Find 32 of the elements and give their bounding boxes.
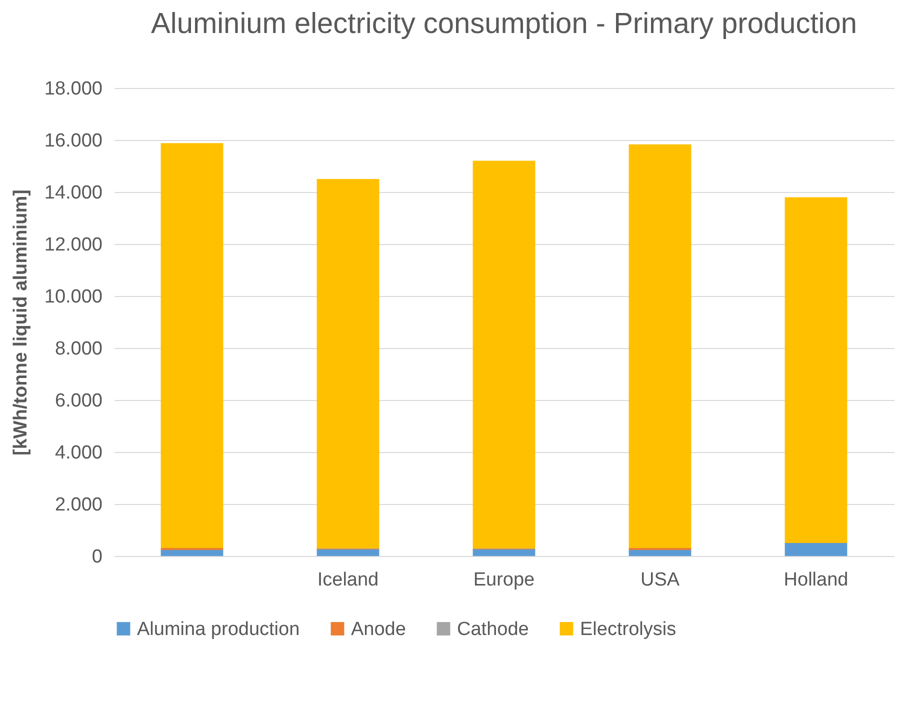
legend-label: Alumina production <box>137 618 300 640</box>
x-tick-label: USA <box>640 570 680 590</box>
bar <box>160 143 224 548</box>
bar <box>316 179 380 548</box>
y-tick-label: 10.000 <box>44 286 102 308</box>
bar <box>628 550 692 556</box>
y-tick-label: 6.000 <box>54 390 102 412</box>
x-tick-label: Iceland <box>317 570 379 590</box>
y-tick-label: 12.000 <box>44 234 102 256</box>
bar <box>628 548 692 550</box>
bar <box>472 550 536 556</box>
y-tick-label: 4.000 <box>54 442 102 464</box>
bar <box>784 543 848 556</box>
y-tick-label: 16.000 <box>44 130 102 152</box>
y-tick-label: 0 <box>92 546 102 568</box>
bar <box>628 144 692 548</box>
legend-label: Anode <box>351 618 406 640</box>
x-tick-label: Holland <box>784 570 848 590</box>
x-tick-label: Europe <box>473 570 535 590</box>
bar <box>472 160 536 548</box>
legend-label: Cathode <box>457 618 529 640</box>
bar <box>160 550 224 556</box>
y-tick-label: 18.000 <box>44 78 102 100</box>
chart-title: Aluminium electricity consumption - Primary production <box>151 8 857 40</box>
y-tick-label: 8.000 <box>54 338 102 360</box>
bar <box>784 197 848 543</box>
bar <box>316 550 380 556</box>
y-axis-title: [kWh/tonne liquid aluminium] <box>10 190 32 456</box>
bar <box>160 548 224 550</box>
y-tick-label: 14.000 <box>44 182 102 204</box>
legend-label: Electrolysis <box>580 618 676 640</box>
y-tick-label: 2.000 <box>54 494 102 516</box>
